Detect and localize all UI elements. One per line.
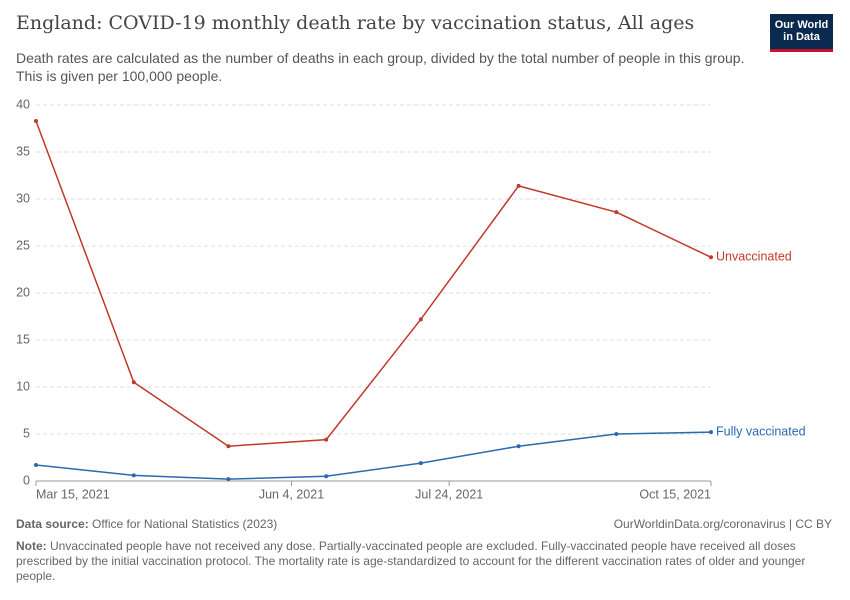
note-label: Note:	[16, 539, 47, 553]
point	[709, 430, 713, 435]
point	[131, 380, 136, 385]
y-tick-label: 20	[16, 285, 30, 299]
point	[131, 473, 136, 478]
y-tick-label: 40	[16, 97, 30, 111]
chart-title: England: COVID-19 monthly death rate by …	[16, 12, 695, 34]
series-line	[35, 431, 712, 480]
point	[324, 437, 329, 442]
point	[34, 118, 38, 123]
note-text: Unvaccinated people have not received an…	[16, 539, 806, 583]
point	[324, 474, 329, 479]
note: Note: Unvaccinated people have not recei…	[16, 539, 816, 584]
point	[418, 461, 423, 466]
series-label: Fully vaccinated	[716, 424, 806, 438]
y-tick-label: 25	[16, 238, 30, 252]
x-tick-label: Jun 4, 2021	[259, 487, 324, 501]
logo-line: in Data	[783, 31, 820, 43]
x-tick-label: Mar 15, 2021	[36, 487, 110, 501]
y-tick-label: 5	[23, 426, 30, 440]
y-tick-label: 15	[16, 332, 30, 346]
y-tick-label: 30	[16, 191, 30, 205]
x-tick-label: Jul 24, 2021	[415, 487, 483, 501]
point	[226, 444, 231, 449]
chart-subtitle: Death rates are calculated as the number…	[16, 50, 745, 84]
series-label: Unvaccinated	[716, 250, 792, 264]
source: Data source: Office for National Statist…	[16, 517, 277, 531]
point	[226, 477, 231, 482]
source-text: Office for National Statistics (2023)	[92, 517, 278, 531]
point	[709, 255, 713, 260]
logo[interactable]: Our World in Data	[770, 14, 833, 52]
point	[516, 183, 521, 188]
point	[418, 317, 423, 322]
point	[614, 432, 619, 436]
y-tick-label: 10	[16, 379, 30, 393]
source-label: Data source:	[16, 517, 89, 531]
url[interactable]: OurWorldinData.org/coronavirus | CC BY	[613, 517, 832, 531]
y-tick-label: 35	[16, 144, 30, 158]
series-line	[35, 120, 712, 447]
point	[34, 463, 38, 468]
chart: 0 5 10 15 20 25 30 35 40 Mar 15, 2021 Jun 4, 2021 J…	[16, 97, 806, 501]
point	[516, 444, 521, 449]
point	[614, 210, 619, 215]
x-tick-label: Oct 15, 2021	[639, 487, 711, 501]
y-tick-label: 0	[23, 473, 30, 487]
logo-line: Our World	[774, 19, 829, 31]
